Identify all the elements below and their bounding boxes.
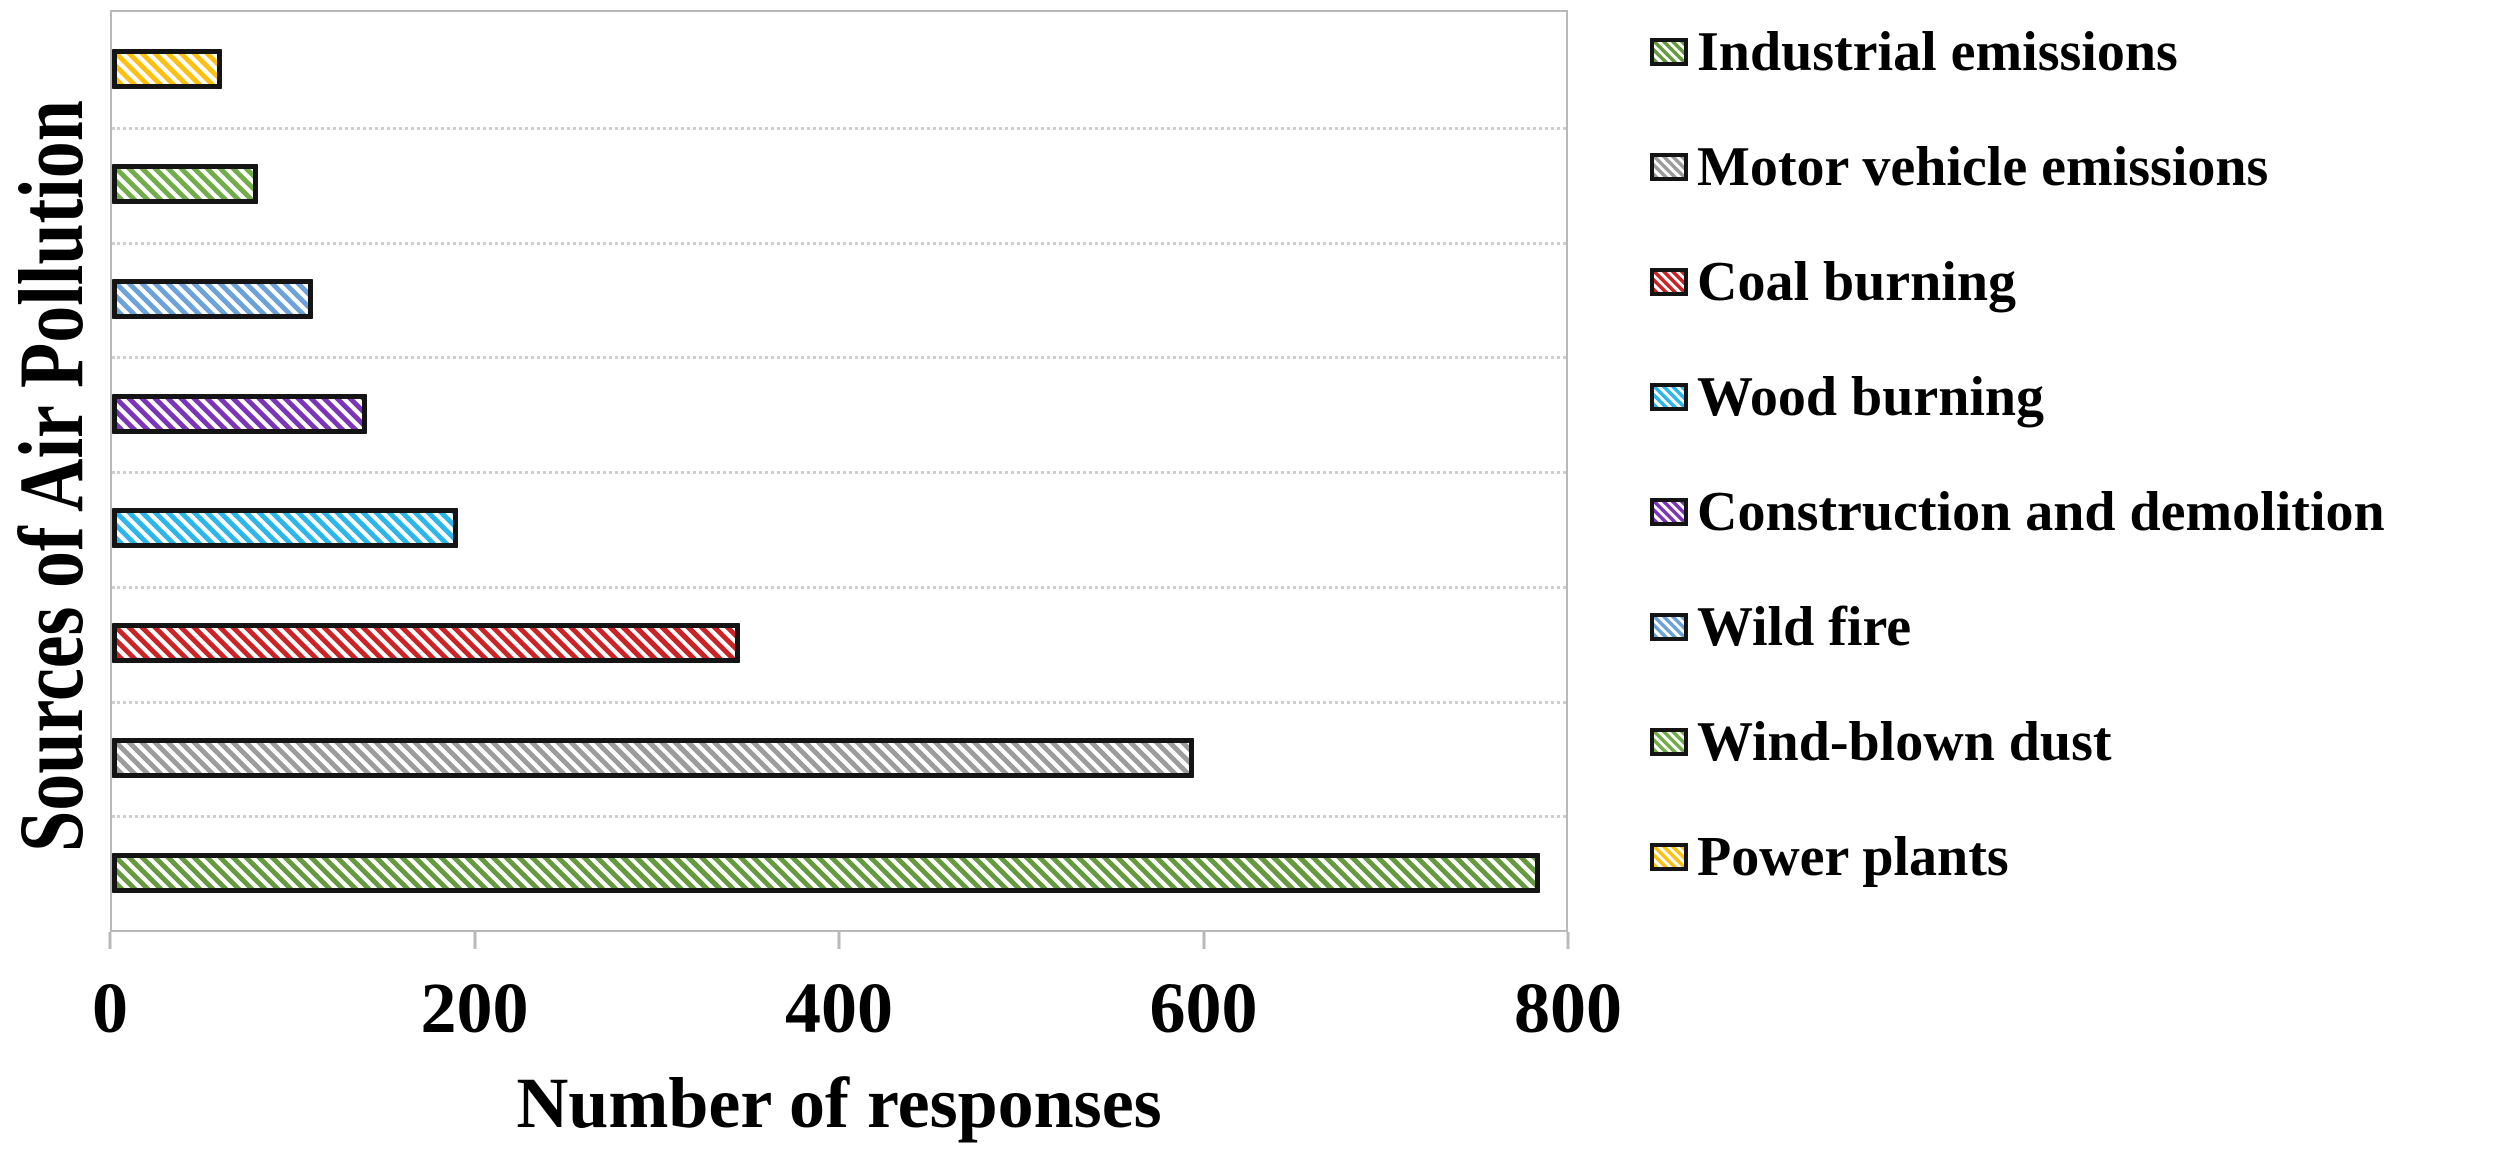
bar-construction-and-demolition (112, 393, 368, 434)
tick-mark-0 (108, 932, 112, 949)
legend-item-coal-burning: Coal burning (1650, 224, 2494, 339)
gridline (112, 356, 1566, 360)
tick-mark-600 (1202, 932, 1205, 949)
bar-row-construction-and-demolition (112, 356, 1566, 471)
x-axis-tick-marks (108, 932, 1570, 950)
bar-coal-burning (112, 623, 740, 664)
legend-item-construction-and-demolition: Construction and demolition (1650, 454, 2494, 569)
bar-row-industrial-emissions (112, 815, 1566, 930)
gridline (112, 815, 1566, 819)
legend-item-wind-blown-dust: Wind-blown dust (1650, 684, 2494, 799)
gridline (112, 126, 1566, 130)
bar-row-motor-vehicle-emissions (112, 701, 1566, 816)
x-axis-title: Number of responses (516, 1063, 1162, 1143)
legend-swatch-construction-and-demolition (1650, 497, 1688, 526)
bar-wood-burning (112, 508, 459, 549)
tick-label-400: 400 (785, 968, 893, 1048)
legend-item-motor-vehicle-emissions: Motor vehicle emissions (1650, 109, 2494, 224)
legend-label-wind-blown-dust: Wind-blown dust (1697, 710, 2112, 773)
bar-wind-blown-dust (112, 164, 259, 205)
legend: Industrial emissions Motor vehicle emissi… (1650, 0, 2494, 914)
gridline (112, 471, 1566, 474)
bar-industrial-emissions (112, 852, 1540, 893)
legend-swatch-coal-burning (1650, 267, 1688, 296)
y-axis-title: Sources of Air Pollution (0, 100, 104, 852)
legend-label-wild-fire: Wild fire (1697, 595, 1912, 658)
plot-area (110, 10, 1568, 932)
bar-power-plants (112, 49, 222, 90)
gridline (112, 585, 1566, 589)
bar-row-wild-fire (112, 242, 1566, 357)
tick-label-600: 600 (1149, 968, 1258, 1048)
bar-row-wind-blown-dust (112, 127, 1566, 242)
legend-label-motor-vehicle-emissions: Motor vehicle emissions (1697, 135, 2269, 198)
bar-row-power-plants (112, 12, 1566, 127)
legend-item-wild-fire: Wild fire (1650, 569, 2494, 684)
legend-label-coal-burning: Coal burning (1697, 250, 2016, 313)
tick-label-0: 0 (92, 968, 128, 1048)
x-axis-tick-labels: 0 200 400 600 800 (92, 968, 1622, 1048)
legend-label-construction-and-demolition: Construction and demolition (1697, 480, 2385, 543)
gridline (112, 700, 1566, 704)
bar-row-wood-burning (112, 471, 1566, 586)
legend-label-industrial-emissions: Industrial emissions (1697, 20, 2178, 83)
tick-mark-400 (837, 932, 841, 949)
legend-swatch-industrial-emissions (1650, 37, 1688, 66)
legend-item-power-plants: Power plants (1650, 799, 2494, 914)
tick-label-800: 800 (1514, 968, 1622, 1048)
legend-swatch-wood-burning (1650, 382, 1688, 411)
bar-wild-fire (112, 278, 313, 319)
bar-row-coal-burning (112, 586, 1566, 701)
legend-swatch-wild-fire (1650, 612, 1688, 641)
tick-label-200: 200 (420, 968, 529, 1048)
legend-swatch-wind-blown-dust (1650, 727, 1688, 756)
legend-label-power-plants: Power plants (1697, 825, 2009, 888)
legend-label-wood-burning: Wood burning (1697, 365, 2045, 428)
legend-swatch-power-plants (1650, 842, 1688, 871)
tick-mark-200 (473, 932, 476, 949)
legend-item-industrial-emissions: Industrial emissions (1650, 0, 2494, 109)
legend-swatch-motor-vehicle-emissions (1650, 152, 1688, 181)
gridline (112, 241, 1566, 245)
bar-motor-vehicle-emissions (112, 737, 1195, 778)
legend-item-wood-burning: Wood burning (1650, 339, 2494, 454)
tick-mark-800 (1566, 932, 1570, 949)
